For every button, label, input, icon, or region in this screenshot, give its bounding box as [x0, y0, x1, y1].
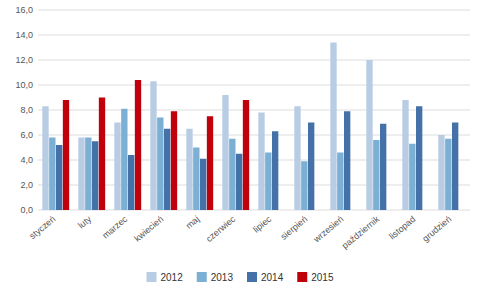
- bar: [135, 80, 141, 210]
- bar: [258, 113, 264, 211]
- bar: [63, 100, 69, 210]
- bar: [452, 123, 458, 211]
- bar: [78, 138, 84, 211]
- bar: [150, 81, 156, 210]
- y-tick-label: 16,0: [15, 5, 33, 15]
- bar: [157, 118, 163, 211]
- bar: [42, 106, 48, 210]
- legend-label: 2015: [311, 272, 334, 283]
- legend-label: 2012: [161, 272, 184, 283]
- bar: [92, 141, 98, 210]
- grid-line: [38, 35, 470, 36]
- bar: [265, 153, 271, 211]
- bar: [301, 161, 307, 210]
- legend-label: 2013: [211, 272, 234, 283]
- bar: [49, 138, 55, 211]
- y-tick-label: 14,0: [15, 30, 33, 40]
- legend-swatch: [147, 272, 157, 282]
- bar: [344, 111, 350, 210]
- x-tick-label: lipiec: [251, 214, 274, 235]
- chart: 0,0 2,0 4,0 6,0 8,0 10,0 12,0 14,0 16,0 styczeń lu…: [0, 0, 480, 288]
- x-tick-label: marzec: [100, 214, 129, 241]
- x-tick-label: sierpień: [279, 214, 310, 242]
- legend-item: 2012: [147, 272, 184, 283]
- bar: [272, 131, 278, 210]
- grid-line: [38, 85, 470, 86]
- bar: [229, 139, 235, 210]
- y-tick-label: 2,0: [20, 180, 33, 190]
- x-tick-label: grudzień: [420, 214, 453, 244]
- bar: [236, 154, 242, 210]
- legend-item: 2014: [247, 272, 284, 283]
- bar: [193, 148, 199, 211]
- x-tick-label: czerwiec: [204, 214, 238, 244]
- bar: [373, 140, 379, 210]
- y-tick-label: 6,0: [20, 130, 33, 140]
- legend-swatch: [297, 272, 307, 282]
- bar: [416, 106, 422, 210]
- bar: [207, 116, 213, 210]
- bar: [128, 155, 134, 210]
- bar: [294, 106, 300, 210]
- x-tick-label: styczeń: [27, 214, 57, 241]
- bar: [330, 43, 336, 211]
- y-tick-label: 12,0: [15, 55, 33, 65]
- x-tick-label: październik: [340, 214, 382, 251]
- grid-line: [38, 60, 470, 61]
- bar: [200, 159, 206, 210]
- bar: [438, 135, 444, 210]
- bar: [409, 144, 415, 210]
- x-tick-label: luty: [76, 214, 94, 231]
- grid-line: [38, 10, 470, 11]
- bar: [85, 138, 91, 211]
- bar: [380, 124, 386, 210]
- y-tick-label: 0,0: [20, 205, 33, 215]
- x-tick-label: listopad: [387, 214, 417, 242]
- y-tick-label: 8,0: [20, 105, 33, 115]
- legend-swatch: [247, 272, 257, 282]
- bar: [186, 129, 192, 210]
- bar: [99, 98, 105, 211]
- bar: [337, 153, 343, 211]
- legend-label: 2014: [261, 272, 284, 283]
- y-tick-label: 4,0: [20, 155, 33, 165]
- bar: [164, 129, 170, 210]
- legend: 2012 2013 2014 2015: [147, 272, 334, 283]
- x-tick-label: wrzesień: [311, 214, 345, 245]
- bar: [243, 100, 249, 210]
- bar: [366, 60, 372, 210]
- bar: [171, 111, 177, 210]
- bar: [114, 123, 120, 211]
- legend-item: 2015: [297, 272, 334, 283]
- bar: [308, 123, 314, 211]
- x-tick-label: maj: [184, 214, 202, 231]
- bar: [121, 109, 127, 210]
- bar: [222, 95, 228, 210]
- y-tick-label: 10,0: [15, 80, 33, 90]
- legend-swatch: [197, 272, 207, 282]
- bar: [445, 139, 451, 210]
- bar: [56, 145, 62, 210]
- legend-item: 2013: [197, 272, 234, 283]
- grid: [38, 10, 470, 210]
- bars: [42, 43, 458, 211]
- bar: [402, 100, 408, 210]
- x-tick-label: kwiecień: [132, 214, 165, 244]
